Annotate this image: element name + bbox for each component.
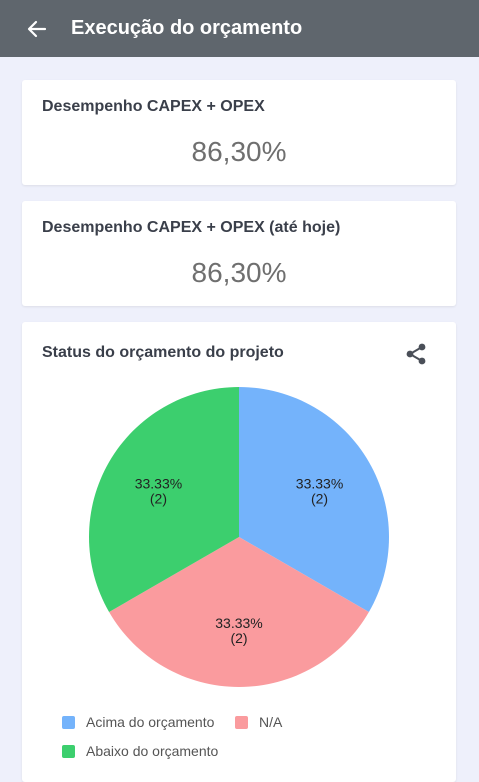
legend-item[interactable]: Acima do orçamento xyxy=(62,714,214,730)
page-title: Execução do orçamento xyxy=(71,17,303,39)
legend-item[interactable]: N/A xyxy=(235,714,282,730)
legend-label: N/A xyxy=(259,714,283,730)
metric-label: Desempenho CAPEX + OPEX xyxy=(42,98,265,115)
metric-card-capex-opex-to-date: Desempenho CAPEX + OPEX (até hoje) 86,30… xyxy=(22,201,456,306)
pie-chart: 33.33%(2)33.33%(2)33.33%(2) xyxy=(89,387,389,687)
legend-label: Abaixo do orçamento xyxy=(86,743,219,759)
legend-swatch xyxy=(235,715,248,729)
share-icon xyxy=(406,343,426,365)
budget-status-chart-card: Status do orçamento do projeto 33.33% (2)… xyxy=(22,322,456,782)
metric-label: Desempenho CAPEX + OPEX (até hoje) xyxy=(42,219,341,236)
metric-value: 86,30% xyxy=(191,257,287,288)
pie-slice-percent-label: 33.33% xyxy=(215,615,262,631)
metric-card-capex-opex: Desempenho CAPEX + OPEX 86,30% xyxy=(22,80,456,185)
legend-swatch xyxy=(62,715,75,729)
back-button[interactable] xyxy=(22,14,52,44)
pie-slice-count-label: (2) xyxy=(311,491,328,507)
pie-slice-count-label: (2) xyxy=(230,630,247,646)
legend-swatch xyxy=(62,744,75,758)
legend-item[interactable]: Abaixo do orçamento xyxy=(62,743,218,759)
pie-slice-percent-label: 33.33% xyxy=(135,476,182,492)
pie-slice-count-label: (2) xyxy=(150,491,167,507)
metric-value: 86,30% xyxy=(191,136,287,167)
pie-slice-0[interactable] xyxy=(239,387,389,612)
pie-slice-2[interactable] xyxy=(89,387,239,612)
chart-title: Status do orçamento do projeto xyxy=(42,344,284,361)
pie-slice-percent-label: 33.33% xyxy=(296,476,343,492)
arrow-left-icon xyxy=(27,20,47,37)
share-button[interactable] xyxy=(404,342,428,366)
app-bar: Execução do orçamento xyxy=(0,0,479,57)
legend-label: Acima do orçamento xyxy=(86,714,215,730)
